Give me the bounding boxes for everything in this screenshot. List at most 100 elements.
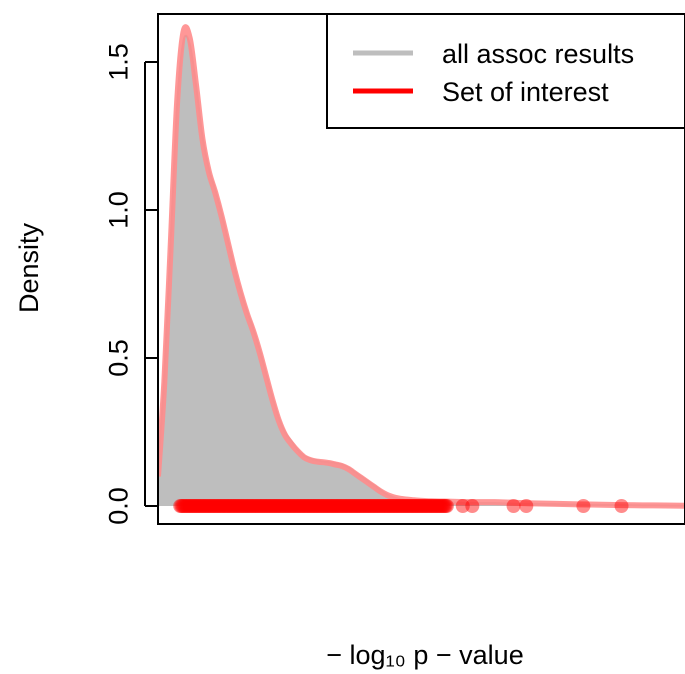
set-point	[351, 499, 366, 513]
set-point	[273, 499, 288, 513]
set-point	[386, 499, 401, 513]
set-of-interest-points	[173, 499, 629, 513]
set-point	[314, 499, 329, 513]
set-point	[179, 499, 194, 513]
set-point	[246, 499, 261, 513]
set-point	[184, 499, 199, 513]
set-point	[342, 499, 357, 513]
set-point	[311, 499, 326, 513]
set-point	[187, 499, 202, 513]
set-point	[221, 499, 236, 513]
set-point	[199, 499, 214, 513]
set-point	[296, 499, 311, 513]
set-point	[262, 499, 277, 513]
set-point	[429, 499, 444, 513]
set-point	[361, 499, 376, 513]
set-point	[229, 499, 244, 513]
set-point	[182, 499, 197, 513]
set-point	[177, 499, 192, 513]
set-point	[438, 499, 453, 513]
set-point	[330, 499, 345, 513]
set-point	[353, 499, 368, 513]
set-point	[408, 499, 423, 513]
set-point	[250, 499, 265, 513]
set-point	[362, 499, 377, 513]
legend: all assoc results Set of interest	[326, 13, 685, 129]
set-point	[226, 499, 241, 513]
legend-box	[326, 13, 685, 129]
set-point	[394, 499, 409, 513]
y-axis-title: Density	[14, 222, 44, 313]
set-point	[406, 499, 421, 513]
set-point	[397, 499, 412, 513]
set-point	[283, 499, 298, 513]
set-point	[185, 499, 200, 513]
set-point	[403, 499, 418, 513]
set-point	[316, 499, 331, 513]
set-point	[376, 499, 391, 513]
set-point	[324, 499, 339, 513]
set-point	[287, 499, 302, 513]
set-point	[328, 499, 343, 513]
set-point	[368, 499, 383, 513]
set-point	[216, 499, 231, 513]
set-point	[211, 499, 226, 513]
set-point	[614, 499, 629, 513]
set-point	[390, 499, 405, 513]
y-tick-label: 0.5	[103, 339, 133, 377]
set-point	[345, 499, 360, 513]
set-point	[436, 499, 451, 513]
set-point	[267, 499, 282, 513]
set-point	[281, 499, 296, 513]
set-point	[377, 499, 392, 513]
set-point	[415, 499, 430, 513]
set-point	[395, 499, 410, 513]
set-point	[326, 499, 341, 513]
set-point	[434, 499, 449, 513]
set-point	[424, 499, 439, 513]
set-point	[175, 499, 190, 513]
set-point	[300, 499, 315, 513]
set-point	[231, 499, 246, 513]
set-point	[307, 499, 322, 513]
set-point	[297, 499, 312, 513]
set-point	[248, 499, 263, 513]
set-point	[305, 499, 320, 513]
set-point	[384, 499, 399, 513]
set-point	[411, 499, 426, 513]
set-point	[227, 499, 242, 513]
set-point	[282, 499, 297, 513]
set-point	[212, 499, 227, 513]
set-point	[173, 499, 188, 513]
set-point	[359, 499, 374, 513]
set-point	[320, 499, 335, 513]
legend-label-set-of-interest: Set of interest	[442, 77, 609, 107]
set-point	[178, 499, 193, 513]
set-point	[396, 499, 411, 513]
set-point	[251, 499, 266, 513]
set-point	[419, 499, 434, 513]
set-point	[259, 499, 274, 513]
set-point	[405, 499, 420, 513]
set-point	[196, 499, 211, 513]
set-point	[291, 499, 306, 513]
set-point	[197, 499, 212, 513]
set-point	[271, 499, 285, 513]
set-point	[258, 499, 273, 513]
set-point	[335, 499, 350, 513]
set-point	[293, 499, 308, 513]
set-point	[375, 499, 390, 513]
set-point	[352, 499, 367, 513]
set-point	[193, 499, 208, 513]
set-point	[417, 499, 432, 513]
set-point	[249, 499, 264, 513]
set-point	[207, 499, 222, 513]
set-point	[203, 499, 218, 513]
set-point	[432, 499, 447, 513]
set-point	[364, 499, 379, 513]
set-point	[519, 499, 534, 513]
y-tick-label: 1.5	[103, 43, 133, 81]
set-point	[269, 499, 284, 513]
set-point	[240, 499, 255, 513]
